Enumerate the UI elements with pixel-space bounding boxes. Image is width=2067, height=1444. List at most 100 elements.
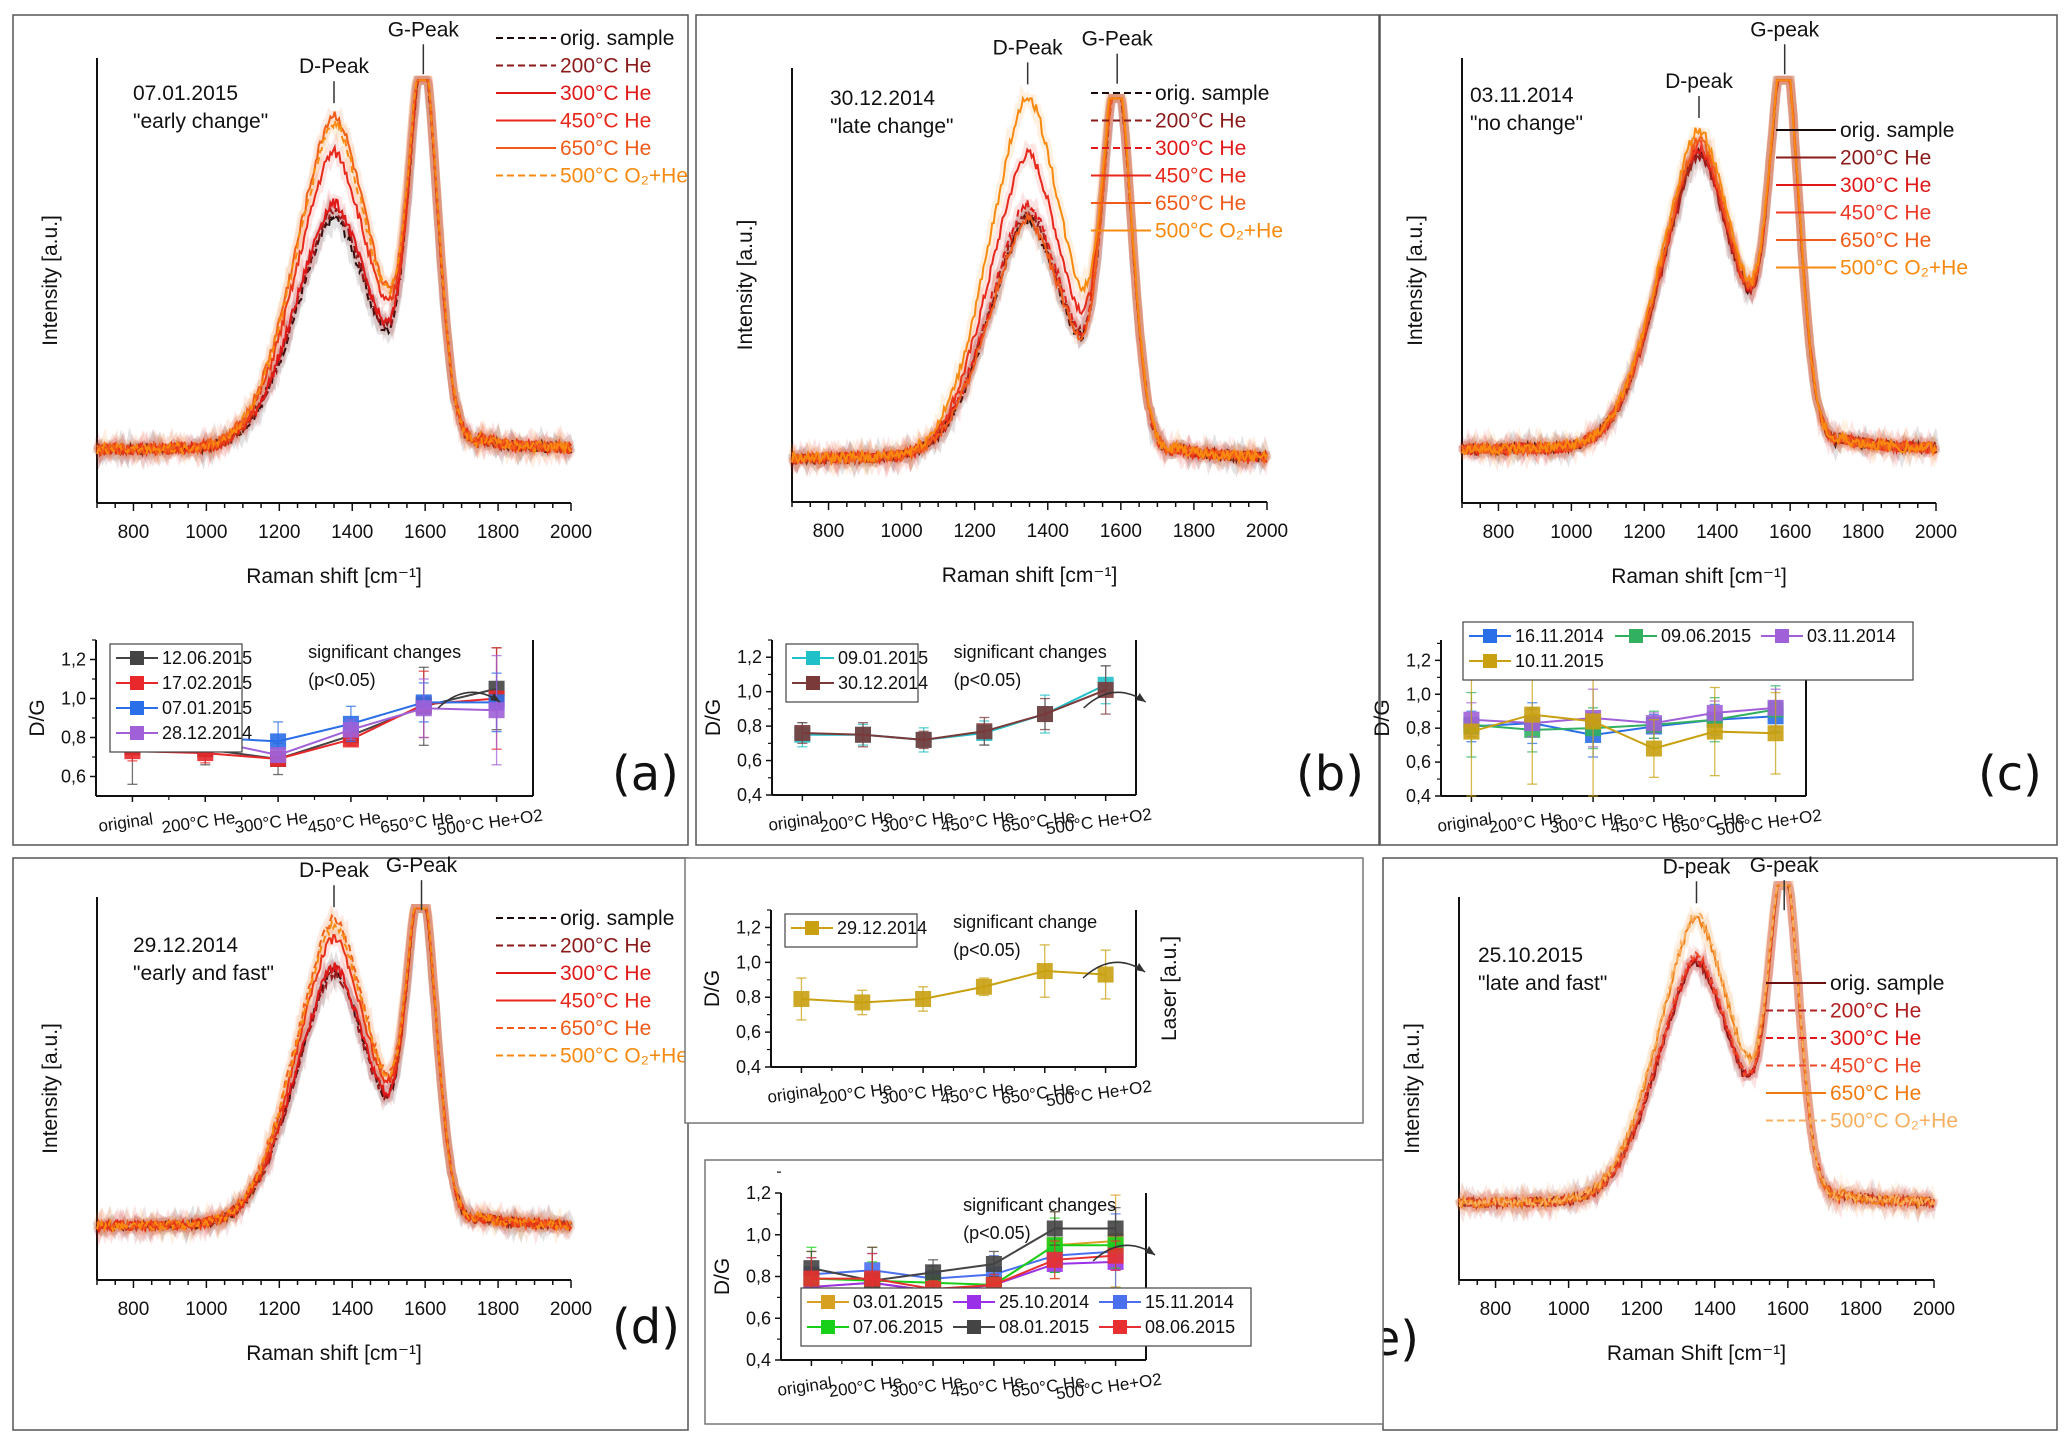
legend-label: 650°C He xyxy=(560,1017,651,1040)
inset-legend-marker xyxy=(821,1320,835,1334)
legend-label: 450°C He xyxy=(560,110,651,133)
significance-pvalue: (p<0.05) xyxy=(953,940,1021,960)
dg-data-point xyxy=(864,1270,881,1287)
inset-legend-label: 08.06.2015 xyxy=(1145,1317,1235,1337)
significance-pvalue: (p<0.05) xyxy=(954,670,1022,690)
inset-legend-marker xyxy=(130,726,144,740)
x-tick-label: 1400 xyxy=(331,522,373,543)
inset-legend-label: 09.06.2015 xyxy=(1661,626,1751,646)
dg-series-line xyxy=(811,1254,1116,1291)
inset-legend-label: 07.06.2015 xyxy=(853,1317,943,1337)
legend-label: 500°C O₂+He xyxy=(560,165,688,188)
x-tick-label: 1600 xyxy=(1100,521,1142,542)
inset-legend-label: 30.12.2014 xyxy=(838,673,928,693)
dg-data-point xyxy=(488,702,505,719)
inset-y-tick-label: 1,0 xyxy=(61,689,86,709)
significance-annotation: significant changes xyxy=(963,1195,1116,1215)
spectrum-error-band xyxy=(94,75,576,470)
x-tick-label: 1000 xyxy=(185,1299,227,1320)
g-peak-label: G-Peak xyxy=(1082,28,1154,51)
inset-y-tick-label: 0,4 xyxy=(737,785,762,805)
dg-data-point xyxy=(1097,966,1114,983)
x-tick-label: 1000 xyxy=(880,521,922,542)
inset-y-tick-label: 0,6 xyxy=(736,1022,761,1042)
dg-data-point xyxy=(794,725,811,741)
significance-annotation: significant changes xyxy=(308,642,461,662)
legend-label: orig. sample xyxy=(560,907,674,930)
legend-label: 450°C He xyxy=(560,990,651,1013)
arrow-head-icon xyxy=(1135,963,1146,972)
inset-y-tick-label: 1,2 xyxy=(737,647,762,667)
inset-y-tick-label: 1,2 xyxy=(746,1183,771,1203)
spectrum-panel-e: 800 1000 1200 1400 1600 1800 2000 Raman Shift [… xyxy=(1352,854,2058,1431)
legend-label: 500°C O₂+He xyxy=(560,1045,688,1068)
inset-y-tick-label: 0,4 xyxy=(746,1350,771,1370)
legend-label: 200°C He xyxy=(560,935,651,958)
legend-label: 300°C He xyxy=(560,962,651,985)
legend-label: 300°C He xyxy=(560,82,651,105)
dg-data-point xyxy=(925,1264,942,1281)
d-peak-label: D-Peak xyxy=(993,36,1064,59)
panel-frame xyxy=(1382,857,2058,1431)
inset-x-tick-label: original xyxy=(767,808,824,834)
spectrum-error-band xyxy=(93,75,575,469)
inset-legend-label: 16.11.2014 xyxy=(1515,626,1604,646)
panel-label: (c) xyxy=(1978,746,2042,802)
inset-y-label: D/G xyxy=(702,699,725,736)
significance-pvalue: (p<0.05) xyxy=(963,1223,1031,1243)
spectrum-line xyxy=(96,907,572,1233)
inset-legend-box xyxy=(1462,621,1914,681)
spectrum-line xyxy=(1461,79,1937,457)
x-tick-label: 1600 xyxy=(1767,1299,1809,1320)
legend-label: 450°C He xyxy=(1830,1055,1921,1078)
dg-data-point xyxy=(915,731,932,748)
x-tick-label: 1600 xyxy=(404,1299,446,1320)
x-tick-label: 1800 xyxy=(1173,521,1215,542)
x-tick-label: 1400 xyxy=(331,1299,373,1320)
x-tick-label: 1400 xyxy=(1027,521,1069,542)
x-tick-label: 2000 xyxy=(1913,1299,1955,1320)
legend-label: orig. sample xyxy=(1830,972,1944,995)
spectrum-error-band xyxy=(94,75,576,471)
dg-series-line xyxy=(1471,713,1776,750)
significance-annotation: significant changes xyxy=(954,642,1107,662)
dg-data-point xyxy=(793,990,810,1007)
x-tick-label: 800 xyxy=(1480,1299,1512,1320)
spectrum-line xyxy=(96,79,572,458)
sample-description: "no change" xyxy=(1470,112,1583,135)
panel-frame xyxy=(12,857,689,1431)
inset-y-tick-label: 0,6 xyxy=(746,1308,771,1328)
dg-data-point xyxy=(1706,723,1723,740)
dg-data-point xyxy=(1036,963,1053,980)
x-tick-label: 800 xyxy=(1483,522,1515,543)
inset-y-label: D/G xyxy=(1371,699,1394,736)
inset-y-tick-label: 1,0 xyxy=(1406,684,1431,704)
inset-legend-label: 03.01.2015 xyxy=(853,1292,943,1312)
dg-data-point xyxy=(270,733,287,750)
inset-legend-marker xyxy=(1113,1320,1127,1334)
x-tick-label: 1800 xyxy=(477,1299,519,1320)
x-tick-label: 1800 xyxy=(1842,522,1884,543)
dg-data-point xyxy=(1046,1220,1063,1237)
inset-legend-label: 17.02.2015 xyxy=(162,673,252,693)
x-tick-label: 1200 xyxy=(258,1299,300,1320)
inset-y-tick-label: 0,6 xyxy=(1406,752,1431,772)
panel-frame xyxy=(12,14,689,846)
inset-legend-marker xyxy=(967,1320,981,1334)
inset-legend-marker xyxy=(806,651,820,665)
panel-label: (a) xyxy=(612,746,679,802)
inset-y-tick-label: 0,4 xyxy=(1406,786,1431,806)
significance-pvalue: (p<0.05) xyxy=(308,670,376,690)
g-peak-label: G-peak xyxy=(1750,854,1819,877)
inset-y-tick-label: 0,6 xyxy=(737,751,762,771)
legend-label: 450°C He xyxy=(1155,165,1246,188)
inset-legend-label: 07.01.2015 xyxy=(162,698,252,718)
dg-data-point xyxy=(1524,706,1541,723)
legend-label: 500°C O₂+He xyxy=(1830,1110,1958,1133)
inset-legend-label: 29.12.2014 xyxy=(837,918,927,938)
x-tick-label: 1200 xyxy=(954,521,996,542)
legend-label: 200°C He xyxy=(1840,147,1931,170)
x-tick-label: 1800 xyxy=(477,522,519,543)
x-tick-label: 1200 xyxy=(258,522,300,543)
